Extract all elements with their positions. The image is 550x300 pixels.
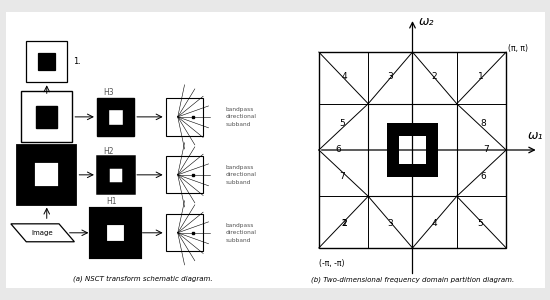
Bar <box>399 136 426 164</box>
Text: 3: 3 <box>388 218 393 227</box>
Text: 1: 1 <box>478 73 483 82</box>
Text: 5: 5 <box>478 218 483 227</box>
Text: H3: H3 <box>103 88 114 97</box>
Text: bandpass: bandpass <box>226 107 254 112</box>
Bar <box>38 53 56 70</box>
Bar <box>97 156 134 194</box>
Bar <box>97 98 134 136</box>
Text: bandpass: bandpass <box>226 165 254 170</box>
Text: directional: directional <box>226 230 256 235</box>
Text: 5: 5 <box>339 119 345 128</box>
Bar <box>166 156 203 194</box>
Bar <box>108 167 123 183</box>
Text: 2: 2 <box>342 218 347 227</box>
Text: Image: Image <box>32 230 53 236</box>
Text: 2: 2 <box>342 218 347 227</box>
Text: directional: directional <box>226 172 256 177</box>
Text: H2: H2 <box>103 147 114 156</box>
Bar <box>36 106 57 127</box>
Text: 2: 2 <box>432 73 437 82</box>
Text: (-π, -π): (-π, -π) <box>319 259 344 268</box>
Bar <box>91 209 140 257</box>
Text: directional: directional <box>226 114 256 119</box>
Text: 3: 3 <box>388 73 393 82</box>
Text: ω₁: ω₁ <box>527 129 543 142</box>
Text: subband: subband <box>226 238 251 243</box>
Bar <box>166 98 203 136</box>
Bar <box>26 41 67 82</box>
Text: ω₂: ω₂ <box>419 15 434 28</box>
Text: 7: 7 <box>339 172 345 181</box>
Bar <box>368 104 457 196</box>
Bar <box>106 223 125 243</box>
Text: 1.: 1. <box>73 57 81 66</box>
Text: H1: H1 <box>106 196 117 206</box>
Bar <box>108 109 123 125</box>
Bar <box>387 123 438 177</box>
Bar <box>17 145 76 205</box>
Bar <box>34 162 59 187</box>
Text: 8: 8 <box>480 119 486 128</box>
Text: 7: 7 <box>483 146 490 154</box>
Text: 4: 4 <box>432 218 437 227</box>
Text: (b) Two-dimensional frequency domain partition diagram.: (b) Two-dimensional frequency domain par… <box>311 276 514 283</box>
Bar <box>21 91 72 142</box>
Bar <box>319 52 506 248</box>
Text: bandpass: bandpass <box>226 223 254 228</box>
Text: subband: subband <box>226 122 251 127</box>
Text: 6: 6 <box>480 172 486 181</box>
Text: (π, π): (π, π) <box>508 44 528 53</box>
Polygon shape <box>11 224 74 242</box>
Text: subband: subband <box>226 180 251 185</box>
Bar <box>166 214 203 251</box>
Text: 1: 1 <box>342 218 347 227</box>
Text: 4: 4 <box>342 73 347 82</box>
Text: 6: 6 <box>336 146 342 154</box>
Text: (a) NSCT transform schematic diagram.: (a) NSCT transform schematic diagram. <box>73 275 213 282</box>
